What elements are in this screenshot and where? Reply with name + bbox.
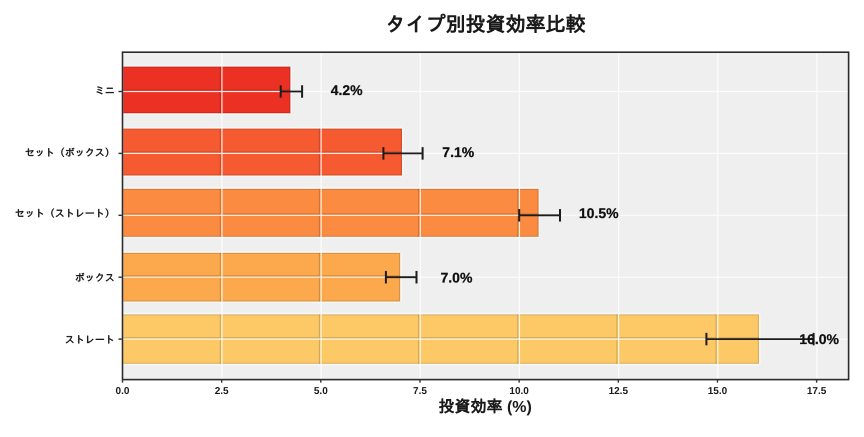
svg-text:7.5: 7.5: [413, 386, 427, 397]
svg-text:10.0: 10.0: [509, 386, 529, 397]
svg-text:5.0: 5.0: [314, 386, 328, 397]
svg-text:(%): (%): [503, 399, 532, 416]
svg-text:0.0: 0.0: [116, 386, 130, 397]
svg-text:17.5: 17.5: [807, 386, 827, 397]
svg-text:2.5: 2.5: [215, 386, 229, 397]
svg-text:15.0: 15.0: [708, 386, 728, 397]
svg-text:7.1%: 7.1%: [442, 144, 474, 160]
svg-text:10.5%: 10.5%: [579, 205, 619, 221]
svg-text:12.5: 12.5: [609, 386, 629, 397]
svg-text:4.2%: 4.2%: [331, 82, 363, 98]
svg-text:16.0%: 16.0%: [799, 331, 839, 347]
svg-text:7.0%: 7.0%: [441, 269, 473, 285]
